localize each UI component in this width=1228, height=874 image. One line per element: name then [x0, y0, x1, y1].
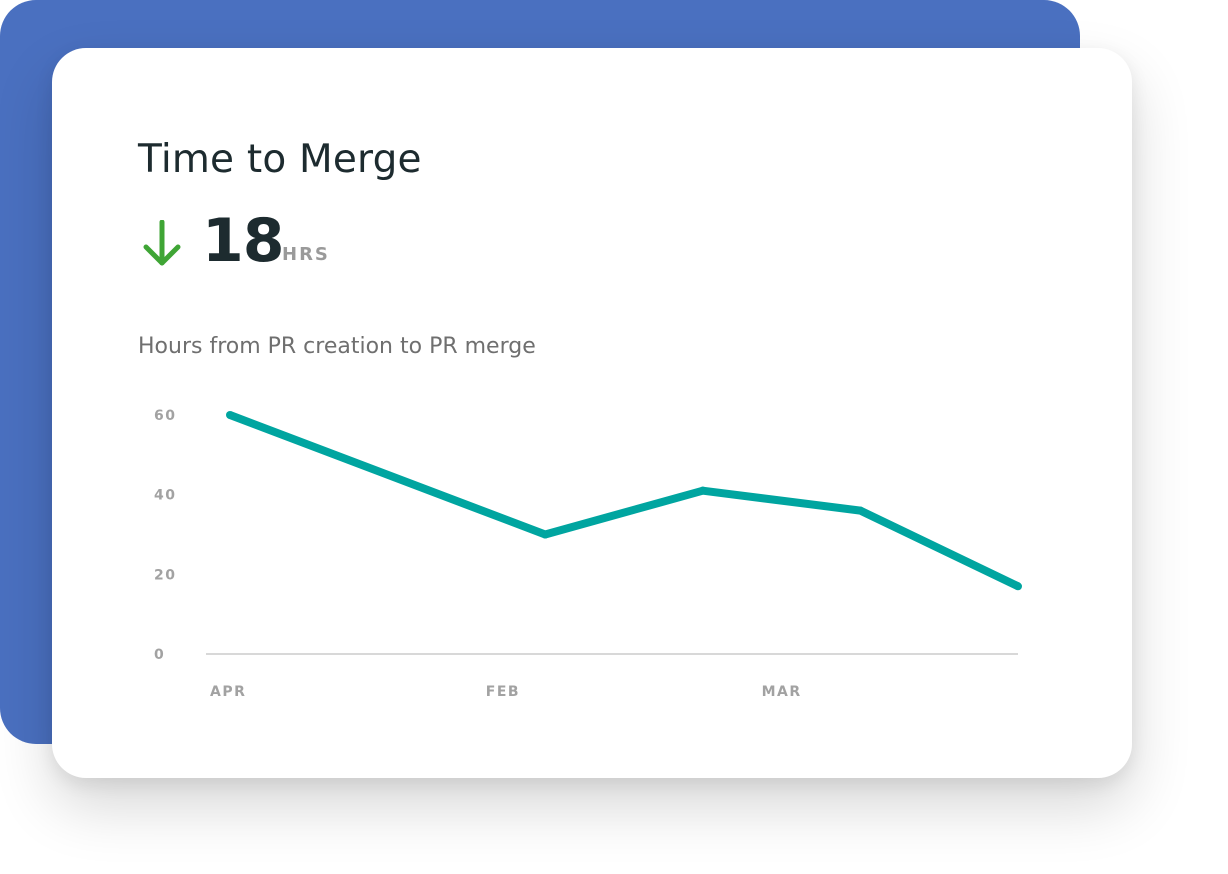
arrow-down-icon: [143, 220, 181, 266]
metric-unit: HRS: [282, 244, 330, 265]
x-tick-label: MAR: [762, 684, 802, 700]
data-point: [541, 530, 550, 539]
data-point: [856, 506, 865, 515]
chart-subtitle: Hours from PR creation to PR merge: [138, 334, 536, 359]
y-tick-label: 60: [154, 408, 176, 424]
data-point: [1014, 582, 1022, 591]
line-chart: 0 20 40 60 APR FEB MAR: [154, 408, 1022, 700]
y-tick-label: 20: [154, 567, 176, 583]
data-point: [226, 411, 234, 419]
x-tick-label: FEB: [486, 684, 520, 700]
x-tick-label: APR: [210, 684, 246, 700]
card-title: Time to Merge: [138, 137, 422, 182]
metric-value: 18: [202, 206, 284, 276]
series-line: [228, 411, 1020, 590]
y-tick-label: 40: [154, 488, 176, 504]
y-tick-label: 0: [154, 647, 165, 663]
data-point: [698, 486, 707, 495]
